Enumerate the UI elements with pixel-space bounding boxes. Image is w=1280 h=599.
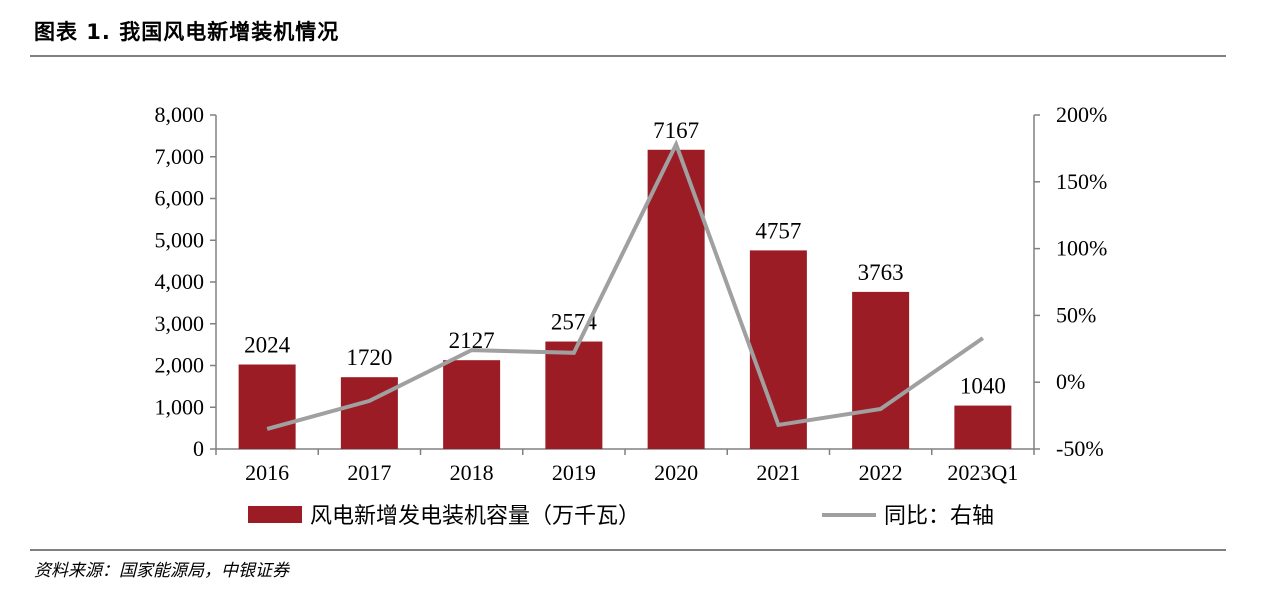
legend-bar-swatch: [248, 506, 302, 523]
bar-value-label: 3763: [858, 260, 904, 285]
bottom-divider: [30, 549, 1226, 551]
left-axis-tick-label: 5,000: [155, 227, 205, 252]
x-axis-category-label: 2018: [450, 460, 494, 485]
bar-value-label: 1720: [346, 345, 392, 370]
x-axis-category-label: 2021: [756, 460, 800, 485]
bar: [852, 291, 910, 449]
left-axis-tick-label: 2,000: [155, 353, 205, 378]
left-axis-tick-label: 0: [193, 436, 204, 461]
bar: [545, 341, 603, 449]
x-axis-category-label: 2019: [552, 460, 596, 485]
left-axis-tick-label: 7,000: [155, 144, 205, 169]
bar: [238, 364, 296, 449]
left-axis-tick-label: 8,000: [155, 102, 205, 127]
top-divider: [30, 55, 1226, 57]
source-note: 资料来源：国家能源局，中银证券: [34, 561, 289, 581]
x-axis-category-label: 2022: [859, 460, 903, 485]
right-axis-tick-label: 50%: [1056, 302, 1096, 327]
bar-value-label: 7167: [653, 118, 699, 143]
bar: [954, 405, 1012, 449]
x-axis-category-label: 2016: [245, 460, 289, 485]
x-axis-category-label: 2017: [347, 460, 391, 485]
left-axis-tick-label: 6,000: [155, 186, 205, 211]
bar-value-label: 1040: [960, 374, 1006, 399]
left-axis-tick-label: 3,000: [155, 311, 205, 336]
right-axis-tick-label: 0%: [1056, 369, 1085, 394]
right-axis-tick-label: -50%: [1056, 436, 1104, 461]
chart-title: 图表 1. 我国风电新增装机情况: [34, 20, 340, 44]
x-axis-category-label: 2020: [654, 460, 698, 485]
x-axis-category-label: 2023Q1: [947, 460, 1018, 485]
bar-value-label: 2024: [244, 332, 291, 357]
right-axis-tick-label: 200%: [1056, 102, 1107, 127]
bar: [749, 250, 807, 449]
bar-value-label: 4757: [755, 218, 801, 243]
bar: [443, 360, 501, 449]
legend-line-label: 同比：右轴: [884, 504, 994, 529]
bar: [340, 377, 398, 449]
left-axis-tick-label: 1,000: [155, 394, 205, 419]
yoy-line: [266, 139, 985, 431]
right-axis-tick-label: 150%: [1056, 169, 1107, 194]
left-axis-tick-label: 4,000: [155, 269, 205, 294]
right-axis-tick-label: 100%: [1056, 236, 1107, 261]
legend-bar-label: 风电新增发电装机容量（万千瓦）: [310, 504, 640, 529]
